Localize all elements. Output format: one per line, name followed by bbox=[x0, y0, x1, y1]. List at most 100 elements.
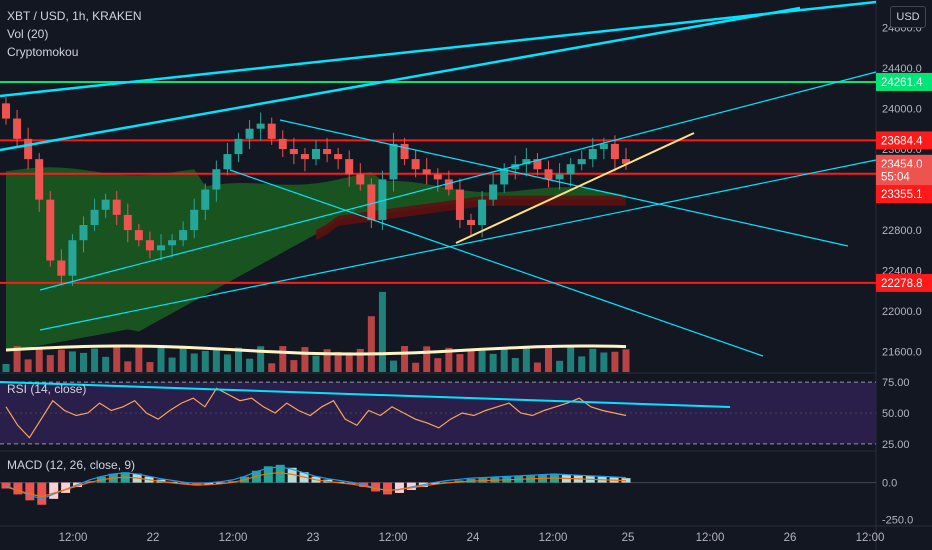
volume-bar bbox=[13, 346, 21, 372]
macd-histogram-bar bbox=[394, 482, 404, 493]
candle-body bbox=[123, 214, 132, 231]
candle-body bbox=[245, 128, 254, 139]
trend-line bbox=[279, 119, 849, 247]
volume-bar bbox=[511, 358, 519, 372]
macd-histogram-bar bbox=[25, 482, 35, 501]
candle-body bbox=[334, 154, 343, 160]
candle-body bbox=[511, 164, 520, 170]
price-tick-label: 22000.0 bbox=[882, 306, 922, 318]
macd-histogram-bar bbox=[406, 482, 416, 490]
macd-line bbox=[5, 466, 627, 500]
volume-bar bbox=[223, 354, 231, 372]
volume-bar bbox=[367, 316, 375, 372]
price-tick-label: 22800.0 bbox=[882, 225, 922, 237]
trend-line-yellow bbox=[455, 132, 695, 244]
volume-bar bbox=[412, 362, 420, 372]
volume-bar bbox=[589, 348, 597, 372]
time-tick-label: 24 bbox=[467, 532, 480, 544]
price-badge bbox=[876, 131, 932, 150]
volume-bar bbox=[102, 356, 110, 372]
volume-bar bbox=[434, 358, 442, 372]
rsi-tick-label: 25.00 bbox=[882, 439, 910, 451]
candle-body bbox=[500, 169, 509, 185]
candle-body bbox=[422, 169, 431, 175]
macd-legend: MACD (12, 26, close, 9) bbox=[7, 458, 136, 472]
candle-body bbox=[46, 199, 55, 261]
time-tick-label: 12:00 bbox=[219, 532, 248, 544]
volume-bar bbox=[2, 364, 10, 372]
volume-bar bbox=[345, 352, 353, 372]
volume-bar bbox=[545, 346, 552, 372]
candle-body bbox=[599, 143, 608, 149]
volume-bar bbox=[235, 347, 242, 372]
candle-body bbox=[400, 143, 409, 160]
candle-body bbox=[489, 184, 498, 200]
time-tick-label: 12:00 bbox=[696, 532, 725, 544]
volume-bar bbox=[46, 355, 54, 372]
rsi-tick-label: 75.00 bbox=[882, 377, 910, 389]
volume-bar bbox=[279, 346, 287, 372]
time-tick-label: 26 bbox=[784, 532, 797, 544]
volume-bar bbox=[57, 349, 65, 372]
volume-bar bbox=[257, 346, 265, 372]
candle-body bbox=[566, 164, 575, 175]
rsi-line bbox=[5, 387, 627, 439]
trend-line bbox=[229, 169, 764, 357]
price-badge bbox=[876, 72, 932, 91]
macd-histogram-bar bbox=[347, 482, 357, 485]
candle-body bbox=[467, 219, 475, 226]
candle-body bbox=[522, 159, 531, 165]
volume-bar bbox=[334, 351, 342, 372]
candle-body bbox=[256, 123, 265, 129]
ichimoku-cloud-red bbox=[316, 195, 626, 241]
volume-bar bbox=[489, 353, 497, 372]
volume-bar bbox=[622, 349, 630, 372]
candle-body bbox=[101, 199, 110, 210]
symbol-title: XBT / USD, 1h, KRAKEN bbox=[7, 9, 142, 23]
price-tick-label: 24000.0 bbox=[882, 103, 922, 115]
rsi-tick-label: 50.00 bbox=[882, 408, 910, 420]
volume-bar bbox=[556, 360, 564, 372]
indicator-legend: Cryptomokou bbox=[7, 45, 79, 59]
candle-body bbox=[356, 174, 365, 185]
price-badge-label: 24261.4 bbox=[881, 77, 923, 89]
macd-histogram-bar bbox=[287, 467, 297, 483]
volume-bar bbox=[456, 354, 464, 372]
candle-body bbox=[411, 159, 420, 170]
volume-ma-line bbox=[5, 344, 627, 356]
time-tick-label: 12:00 bbox=[379, 532, 408, 544]
macd-histogram-bar bbox=[180, 482, 190, 485]
time-tick-label: 25 bbox=[622, 532, 635, 544]
volume-bar bbox=[290, 360, 298, 372]
candle-body bbox=[478, 199, 487, 226]
candle-body bbox=[555, 174, 564, 180]
candle-body bbox=[201, 189, 210, 210]
candle-body bbox=[57, 260, 66, 276]
time-tick-label: 23 bbox=[307, 532, 320, 544]
time-tick-label: 12:00 bbox=[59, 532, 88, 544]
macd-histogram-bar bbox=[430, 482, 440, 485]
candle-body bbox=[223, 154, 232, 170]
time-tick-label: 22 bbox=[147, 532, 160, 544]
macd-tick-label: 0.0 bbox=[882, 478, 897, 490]
candle-body bbox=[24, 138, 33, 160]
candle-body bbox=[433, 174, 442, 180]
candle-body bbox=[35, 159, 44, 200]
volume-bar bbox=[401, 346, 409, 372]
candle-body bbox=[345, 159, 354, 175]
volume-bar bbox=[611, 351, 619, 372]
candle-body bbox=[544, 169, 553, 180]
macd-tick-label: -250.0 bbox=[882, 515, 913, 527]
volume-bar bbox=[578, 356, 586, 372]
volume-bar bbox=[124, 361, 132, 372]
rsi-legend: RSI (14, close) bbox=[7, 382, 87, 396]
price-badge bbox=[876, 185, 932, 204]
currency-button[interactable]: USD bbox=[890, 6, 926, 28]
candle-body bbox=[444, 179, 453, 190]
volume-bar bbox=[146, 362, 154, 372]
price-tick-label: 21600.0 bbox=[882, 347, 922, 359]
volume-bar bbox=[91, 348, 99, 372]
candle-body bbox=[79, 225, 88, 241]
volume-bar bbox=[268, 363, 276, 372]
